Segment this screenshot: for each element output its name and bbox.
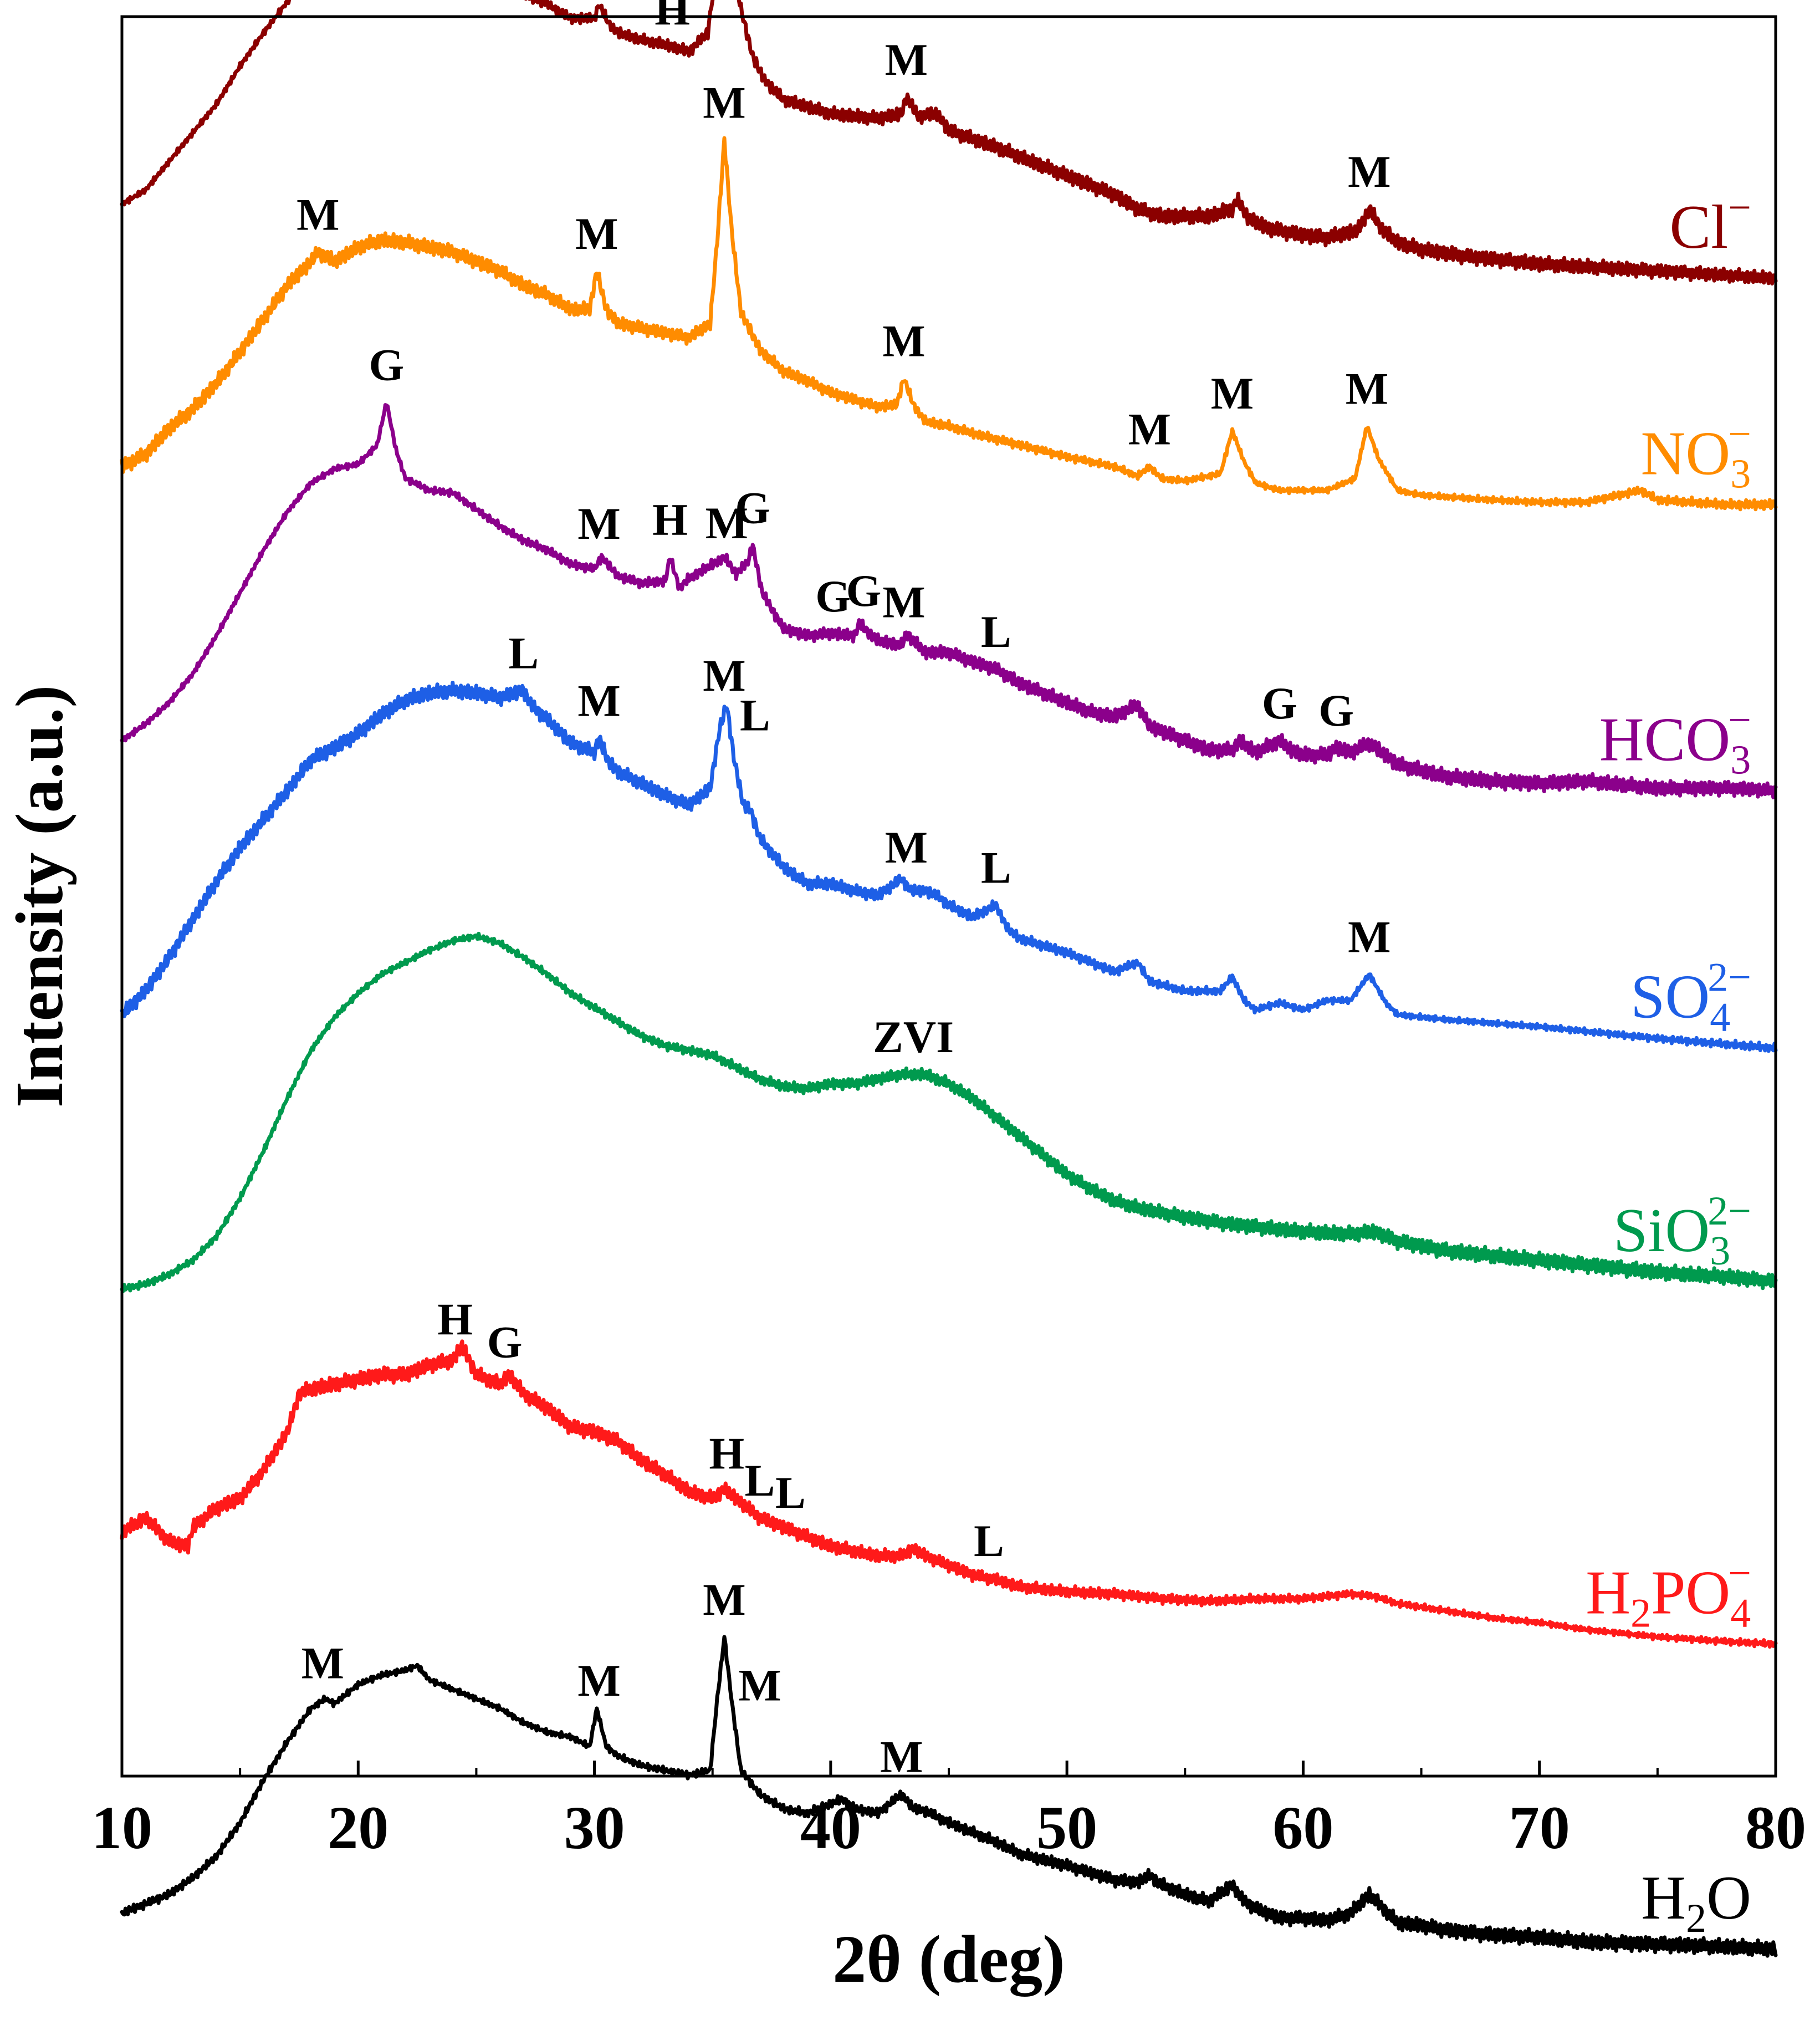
x-tick-label-30: 30 xyxy=(564,1794,625,1861)
series-label-so4: SO42− xyxy=(1630,955,1751,1040)
peak-label-no3-8: M xyxy=(703,77,745,127)
peak-label-h2po4-35: L xyxy=(745,1455,775,1506)
peak-label-hco3-22: G xyxy=(1262,678,1297,728)
peak-label-h2o-38: M xyxy=(301,1638,344,1689)
trace-cl xyxy=(120,0,1778,285)
peak-label-cl-4: M xyxy=(885,34,928,85)
peak-label-h2o-41: M xyxy=(738,1660,781,1711)
y-axis-title: Intensity (a.u.) xyxy=(2,685,77,1108)
x-tick-label-10: 10 xyxy=(91,1794,152,1861)
peak-label-so4-27: L xyxy=(740,690,770,741)
x-tick-label-60: 60 xyxy=(1272,1794,1333,1861)
trace-no3 xyxy=(120,136,1778,512)
peak-label-hco3-14: M xyxy=(577,498,620,549)
trace-sio3 xyxy=(120,931,1778,1293)
peak-label-hco3-16: M xyxy=(705,498,748,548)
peak-label-hco3-13: G xyxy=(369,339,405,390)
peak-label-hco3-15: H xyxy=(652,494,688,545)
peak-label-h2po4-32: H xyxy=(437,1294,473,1345)
peak-label-sio3-31: ZVI xyxy=(873,1012,954,1062)
trace-hco3 xyxy=(120,403,1778,799)
x-tick-label-50: 50 xyxy=(1036,1794,1097,1861)
peak-label-h2po4-36: L xyxy=(775,1467,806,1518)
x-axis-title: 2θ (deg) xyxy=(832,1922,1065,1997)
peak-label-no3-6: M xyxy=(296,190,339,240)
x-tick-label-40: 40 xyxy=(800,1794,861,1861)
peak-label-no3-7: M xyxy=(575,208,618,259)
peak-label-so4-29: L xyxy=(981,843,1011,893)
peak-label-hco3-23: G xyxy=(1318,685,1354,736)
trace-h2o xyxy=(120,1635,1778,1958)
peak-label-hco3-17: G xyxy=(735,482,770,533)
peak-label-hco3-20: M xyxy=(882,577,925,627)
peak-label-so4-30: M xyxy=(1348,911,1390,962)
series-labels-layer: Cl− NO3− HCO3− SO42− SiO32− H2PO4− H2O xyxy=(1586,185,1751,1941)
x-axis-ticks: 10 20 30 40 50 60 70 80 xyxy=(91,1761,1806,1861)
x-tick-label-70: 70 xyxy=(1509,1794,1570,1861)
peak-label-so4-26: M xyxy=(703,650,745,701)
peak-label-no3-12: M xyxy=(1346,363,1388,414)
series-label-h2o: H2O xyxy=(1641,1864,1751,1941)
series-label-sio3: SiO32− xyxy=(1613,1188,1751,1274)
peak-label-cl-5: M xyxy=(1348,146,1390,197)
peak-label-h2o-39: M xyxy=(577,1655,620,1706)
series-label-cl: Cl− xyxy=(1669,185,1751,262)
peak-label-hco3-19: G xyxy=(846,565,882,616)
peak-label-no3-10: M xyxy=(1128,404,1171,455)
series-label-no3: NO3− xyxy=(1641,411,1752,497)
peak-label-h2o-40: M xyxy=(703,1574,745,1625)
peak-label-hco3-18: G xyxy=(815,571,851,621)
traces-layer xyxy=(120,0,1778,1958)
peak-label-so4-25: M xyxy=(577,676,620,726)
trace-so4 xyxy=(120,681,1778,1053)
peak-label-hco3-21: L xyxy=(981,606,1011,657)
trace-h2po4 xyxy=(120,1339,1778,1649)
peak-label-no3-9: M xyxy=(882,315,925,366)
peak-label-h2po4-34: H xyxy=(709,1429,744,1479)
peak-label-so4-24: L xyxy=(508,628,539,679)
x-tick-label-80: 80 xyxy=(1745,1794,1806,1861)
peak-label-h2po4-37: L xyxy=(974,1516,1004,1566)
peak-label-no3-11: M xyxy=(1211,368,1254,419)
series-label-hco3: HCO3− xyxy=(1599,697,1751,783)
x-tick-label-20: 20 xyxy=(328,1794,388,1861)
series-label-h2po4: H2PO4− xyxy=(1586,1551,1751,1636)
peak-label-h2o-42: M xyxy=(880,1732,923,1782)
peak-labels-layer: MHMGMMMMMMMMMGMHMGGGMLGGLMMLMLMZVIHGHLLL… xyxy=(296,0,1390,1782)
peak-label-so4-28: M xyxy=(885,822,928,873)
peak-label-h2po4-33: G xyxy=(487,1317,523,1367)
